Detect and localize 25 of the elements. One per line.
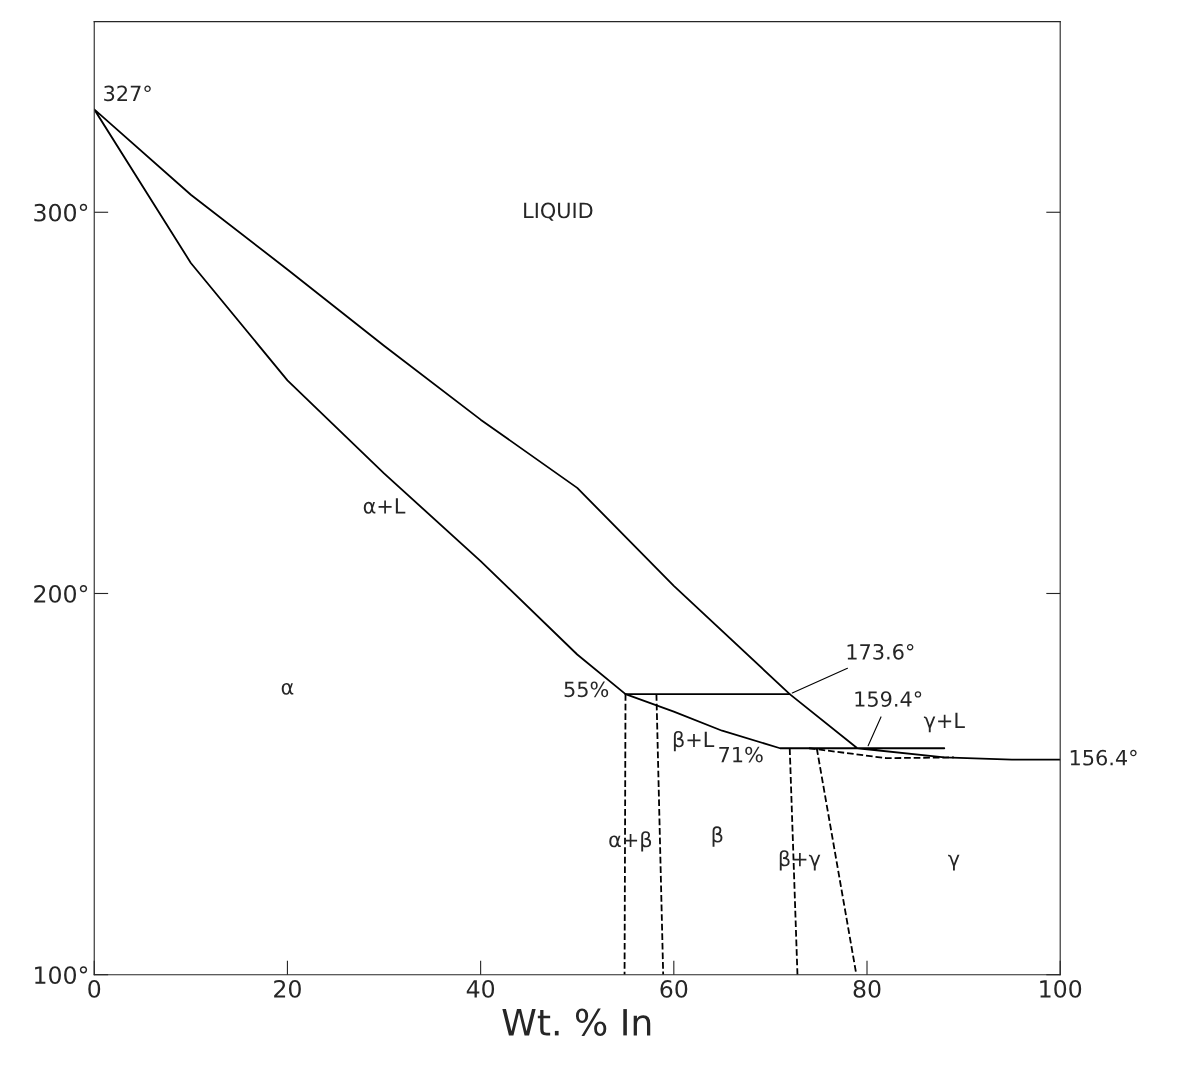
annotation: 55% xyxy=(564,681,609,698)
y-tick-label: 200° xyxy=(34,584,88,603)
x-axis-title: Wt. % In xyxy=(502,1008,651,1036)
annotation: 71% xyxy=(719,746,763,763)
y-tick-label: 300° xyxy=(34,203,88,222)
annotation: γ xyxy=(948,854,960,871)
annotation: 156.4° xyxy=(1070,749,1137,766)
annotation: 173.6° xyxy=(847,643,914,660)
annotation: α xyxy=(281,682,294,695)
x-tick-label: 60 xyxy=(660,979,688,998)
x-tick-label: 100 xyxy=(1040,979,1082,998)
x-tick-label: 0 xyxy=(88,979,101,998)
annotation: 159.4° xyxy=(855,691,922,707)
annotation: α+β xyxy=(609,831,652,852)
annotation: β+L xyxy=(673,731,715,752)
x-tick-label: 20 xyxy=(274,979,301,998)
annotation: α+L xyxy=(363,498,406,514)
annotation: β xyxy=(712,826,723,847)
x-tick-label: 40 xyxy=(466,979,495,998)
y-tick-label: 100° xyxy=(35,966,88,985)
annotation: β+γ xyxy=(779,850,821,871)
x-tick-label: 80 xyxy=(853,979,881,998)
annotation: γ+L xyxy=(923,712,965,733)
annotation: LIQUID xyxy=(524,202,593,221)
annotation: 327° xyxy=(104,85,151,102)
